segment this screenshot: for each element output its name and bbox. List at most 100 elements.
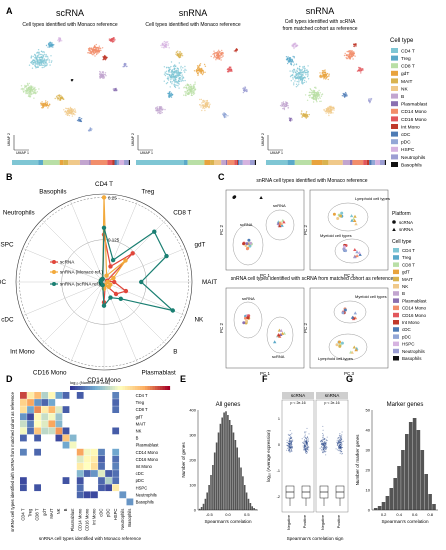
umap-point xyxy=(171,77,173,79)
pca-ellipse xyxy=(327,202,369,232)
umap-point xyxy=(200,68,203,71)
umap-point xyxy=(33,87,36,90)
expression-point xyxy=(305,437,306,438)
heatmap-cell xyxy=(69,448,77,456)
umap-point xyxy=(44,59,46,61)
expression-point xyxy=(301,438,303,440)
proportion-segment-cd4-t xyxy=(12,160,39,165)
umap-point xyxy=(295,86,298,88)
umap-point xyxy=(27,87,29,89)
umap-point xyxy=(221,52,223,55)
radar-axis-label: Plasmablast xyxy=(142,370,177,377)
radar-axis-label: gdT xyxy=(195,242,206,249)
umap-point xyxy=(180,80,182,83)
heatmap-colorbar-step xyxy=(122,386,126,390)
heatmap-cell xyxy=(83,413,91,421)
umap-point xyxy=(320,100,322,103)
umap-point xyxy=(31,62,33,64)
expression-point xyxy=(305,431,307,433)
umap-point xyxy=(98,47,100,49)
umap-point xyxy=(295,83,298,86)
umap-point xyxy=(304,94,307,96)
umap-point xyxy=(302,114,305,116)
proportion-segment-int-mono xyxy=(366,160,370,165)
boxplot-ytick: 0 xyxy=(278,443,280,447)
heatmap-cell xyxy=(27,491,34,499)
umap-point xyxy=(68,110,70,112)
hist-g-ytick: 30 xyxy=(366,448,371,453)
umap-point xyxy=(293,56,295,58)
umap-point xyxy=(27,91,30,94)
heatmap-cell xyxy=(126,413,134,421)
heatmap-cell xyxy=(34,455,41,463)
hist-e-bar xyxy=(230,425,233,510)
umap-point xyxy=(197,74,199,77)
hist-e-bar xyxy=(240,467,242,510)
heatmap-cell xyxy=(34,406,41,413)
umap-point xyxy=(186,92,188,94)
umap-point xyxy=(161,109,163,111)
umap-1-ylabel: UMAP 2 xyxy=(7,133,11,146)
expression-point xyxy=(337,437,339,439)
heatmap-cell xyxy=(69,470,77,477)
umap-point xyxy=(184,91,186,93)
pca-point xyxy=(355,250,359,254)
heatmap-colorbar-step xyxy=(82,386,86,390)
umap-point xyxy=(171,93,174,96)
umap-point xyxy=(287,105,289,107)
expression-point xyxy=(339,437,341,438)
umap-point xyxy=(44,65,46,68)
proportion-segment-nk xyxy=(68,160,80,165)
expression-point xyxy=(322,445,324,446)
expression-point xyxy=(308,438,310,440)
heatmap-colorbar-step xyxy=(87,386,91,390)
expression-point xyxy=(291,432,293,434)
heatmap-cell xyxy=(119,491,127,499)
umap-point xyxy=(191,94,193,97)
umap-point xyxy=(41,53,43,56)
hist-e-bar xyxy=(236,447,238,510)
umap-point xyxy=(32,91,34,93)
umap-point xyxy=(290,80,292,82)
umap-point xyxy=(219,51,221,53)
umap-point xyxy=(296,69,298,72)
umap-point xyxy=(199,104,201,106)
heatmap-cell xyxy=(98,399,105,406)
heatmap-cell xyxy=(112,413,120,421)
proportion-segment-neutrophils xyxy=(250,160,255,165)
umap-point xyxy=(51,60,53,62)
pca-point xyxy=(282,220,286,224)
hist-e-bar xyxy=(215,442,218,510)
legend-c-swatch xyxy=(393,341,399,347)
umap-point xyxy=(114,38,116,41)
umap-point xyxy=(171,81,173,83)
hist-e-bar xyxy=(225,411,227,511)
radar-axis-label: CD14 Mono xyxy=(87,377,121,384)
expression-point xyxy=(325,454,327,456)
heatmap-cell xyxy=(76,463,84,470)
heatmap-cell xyxy=(41,434,49,442)
umap-point xyxy=(89,127,92,129)
umap-point xyxy=(181,72,183,74)
expression-point xyxy=(306,437,308,439)
radar-point xyxy=(118,296,124,301)
umap-point xyxy=(198,68,200,70)
umap-point xyxy=(368,100,371,103)
umap-point xyxy=(167,66,170,69)
umap-point xyxy=(103,58,105,60)
pca-xlabel: PC 3 xyxy=(344,371,355,376)
hist-g-bar xyxy=(377,506,382,510)
umap-point xyxy=(290,63,292,65)
heatmap-colorbar-step xyxy=(70,386,73,390)
umap-point xyxy=(328,114,330,117)
pca-point xyxy=(332,212,336,216)
pca-point xyxy=(278,224,282,228)
umap-point xyxy=(178,87,180,89)
expression-point xyxy=(287,433,289,435)
legend-c-label: B xyxy=(402,291,405,296)
umap-point xyxy=(180,67,182,69)
proportion-segment-pdc xyxy=(371,160,376,165)
expression-point xyxy=(336,443,338,445)
panel-f-letter: F xyxy=(262,374,268,384)
pca-point xyxy=(353,214,357,218)
